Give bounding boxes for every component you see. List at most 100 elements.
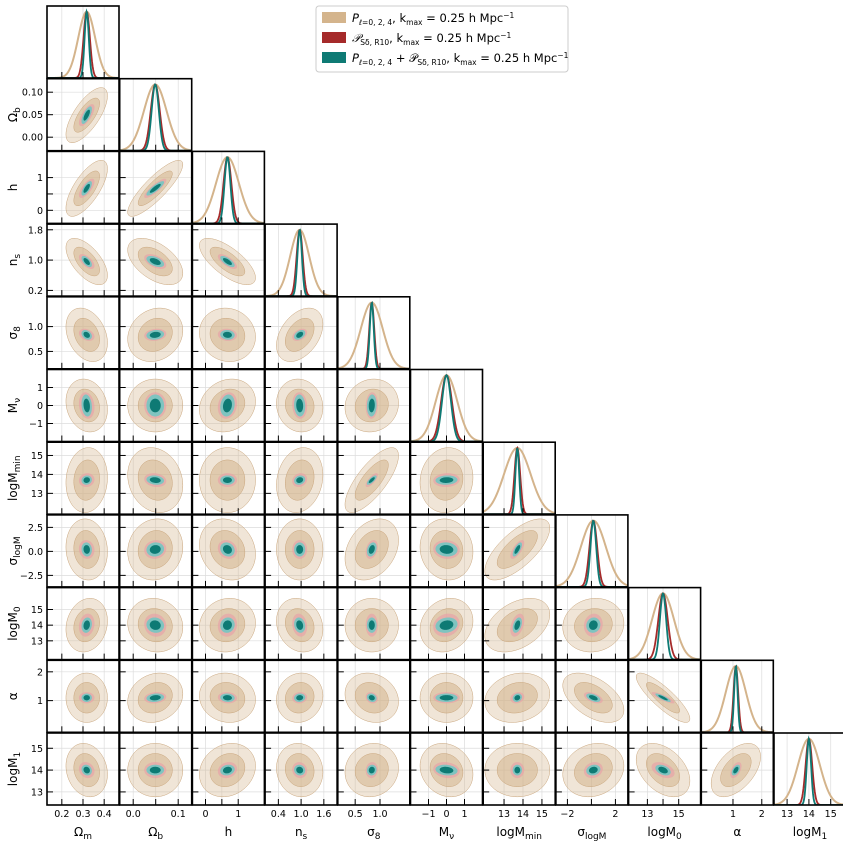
gaussian-teal [47, 8, 119, 78]
contour-teal-1sigma [83, 545, 90, 554]
contour-panel-logMmin-σlogM [482, 514, 557, 588]
x-tick-label: 0.3 [75, 809, 90, 820]
contour-teal-1sigma [222, 258, 232, 265]
contour-teal-1sigma [149, 258, 161, 265]
x-axis-label-h: h [225, 825, 233, 839]
contour-teal-1sigma [439, 620, 454, 630]
contour-teal-1sigma [514, 545, 521, 554]
contour-teal-1sigma [149, 331, 161, 338]
x-tick-label: 1 [235, 809, 241, 820]
contour-panel-Mν-σlogM [409, 514, 484, 588]
x-tick-label: 14 [517, 809, 529, 820]
x-tick-label: 15 [536, 809, 548, 820]
x-axis-label-logM1: logM1 [793, 825, 827, 842]
x-tick-label: −2 [560, 809, 574, 820]
contour-panel-logM0-α [627, 659, 702, 734]
y-tick-label: 2 [37, 667, 43, 678]
contour-panel-h-ns [191, 223, 266, 297]
contour-panel-Ωm-logMmin [46, 441, 120, 516]
contour-panel-σlogM-α [555, 659, 629, 734]
contour-teal-1sigma [222, 620, 232, 630]
contour-panel-Ωb-logM1 [118, 732, 193, 806]
gaussian-teal [337, 301, 410, 369]
hist-panel-ns [264, 223, 338, 297]
contour-panel-σ8-α [336, 659, 411, 734]
y-tick-label: 14 [31, 766, 43, 777]
contour-panel-ns-logM1 [264, 732, 338, 806]
contour-teal-1sigma [296, 620, 304, 630]
contour-teal-1sigma [83, 620, 90, 630]
x-axis-label-logM0: logM0 [647, 825, 682, 842]
y-tick-label: 13 [31, 787, 43, 798]
x-axis-label-α: α [733, 825, 741, 839]
contour-panel-σlogM-logM1 [555, 732, 629, 806]
contour-teal-1sigma [83, 183, 90, 193]
contour-teal-1sigma [439, 766, 454, 774]
gaussian-beige [265, 228, 338, 297]
x-tick-label: 0 [443, 809, 449, 820]
contour-panel-logMmin-logM0 [482, 586, 557, 661]
contour-panel-ns-logM0 [264, 586, 338, 661]
contour-teal-1sigma [149, 477, 161, 483]
y-tick-label: −1 [29, 419, 43, 430]
y-axis-label-h: h [6, 184, 20, 192]
y-tick-label: 0.05 [22, 110, 43, 121]
x-axis-label-σlogM: σlogM [577, 825, 606, 842]
contour-panel-Ωm-ns [46, 223, 120, 297]
x-tick-label: 0.5 [348, 809, 363, 820]
legend-swatch-beige [322, 12, 346, 23]
gaussian-teal [701, 664, 774, 733]
x-tick-label: 0.2 [54, 809, 69, 820]
x-tick-label: 1.0 [294, 809, 309, 820]
contour-panel-σ8-σlogM [336, 514, 411, 588]
gaussian-teal [628, 592, 701, 660]
contour-panel-h-σlogM [191, 514, 266, 588]
hist-panel-Ωb [118, 77, 193, 152]
y-axis-label-Ωb: Ωb [6, 107, 23, 122]
y-tick-label: 15 [31, 451, 43, 462]
contour-teal-1sigma [83, 398, 90, 413]
hist-panel-logM0 [627, 586, 702, 661]
contour-panel-Ωm-Ωb [46, 77, 120, 152]
y-tick-label: 14 [31, 621, 43, 632]
contour-teal-1sigma [588, 695, 598, 701]
hist-panel-σ8 [336, 295, 411, 370]
y-tick-label: 2.5 [28, 523, 43, 534]
x-tick-label: 15 [673, 809, 685, 820]
contour-panel-Ωm-h [46, 150, 120, 225]
x-tick-label: 0.0 [126, 809, 141, 820]
y-axis-label-Mν: Mν [6, 398, 23, 413]
contour-teal-1sigma [368, 545, 375, 554]
contour-teal-1sigma [439, 695, 454, 701]
contour-teal-1sigma [296, 398, 304, 413]
contour-teal-1sigma [296, 766, 304, 774]
y-tick-label: 0.10 [22, 88, 43, 99]
contour-panel-σ8-logMmin [336, 441, 411, 516]
contour-panel-σ8-logM0 [336, 586, 411, 661]
panel-frame [773, 732, 843, 806]
x-tick-label: 13 [498, 809, 510, 820]
contour-teal-1sigma [149, 398, 161, 413]
x-axis-label-Mν: Mν [439, 825, 454, 842]
contour-panel-Ωb-σlogM [118, 514, 193, 588]
contour-panel-Mν-logMmin [409, 441, 484, 516]
contour-teal-1sigma [83, 258, 90, 265]
contour-teal-1sigma [149, 695, 161, 701]
x-tick-label: 14 [803, 809, 815, 820]
y-tick-label: 1.0 [28, 256, 43, 267]
legend-label-1: 𝒫Sδ, R10, kmax = 0.25 h Mpc−1 [352, 31, 511, 47]
contour-panel-ns-Mν [264, 368, 338, 443]
contour-teal-1sigma [439, 477, 454, 483]
x-axis-label-σ8: σ8 [367, 825, 381, 842]
y-tick-label: 1.8 [28, 225, 43, 236]
x-tick-label: 13 [781, 809, 793, 820]
contour-panel-ns-logMmin [264, 441, 338, 516]
contour-panel-ns-σlogM [264, 514, 338, 588]
legend-label-0: Pℓ=0, 2, 4, kmax = 0.25 h Mpc−1 [352, 11, 514, 27]
contour-teal-1sigma [83, 109, 90, 121]
contour-panel-logM0-logM1 [627, 732, 702, 806]
hist-panel-logM1 [773, 732, 843, 806]
contour-panel-Ωb-logM0 [118, 586, 193, 661]
contour-teal-1sigma [588, 620, 598, 630]
